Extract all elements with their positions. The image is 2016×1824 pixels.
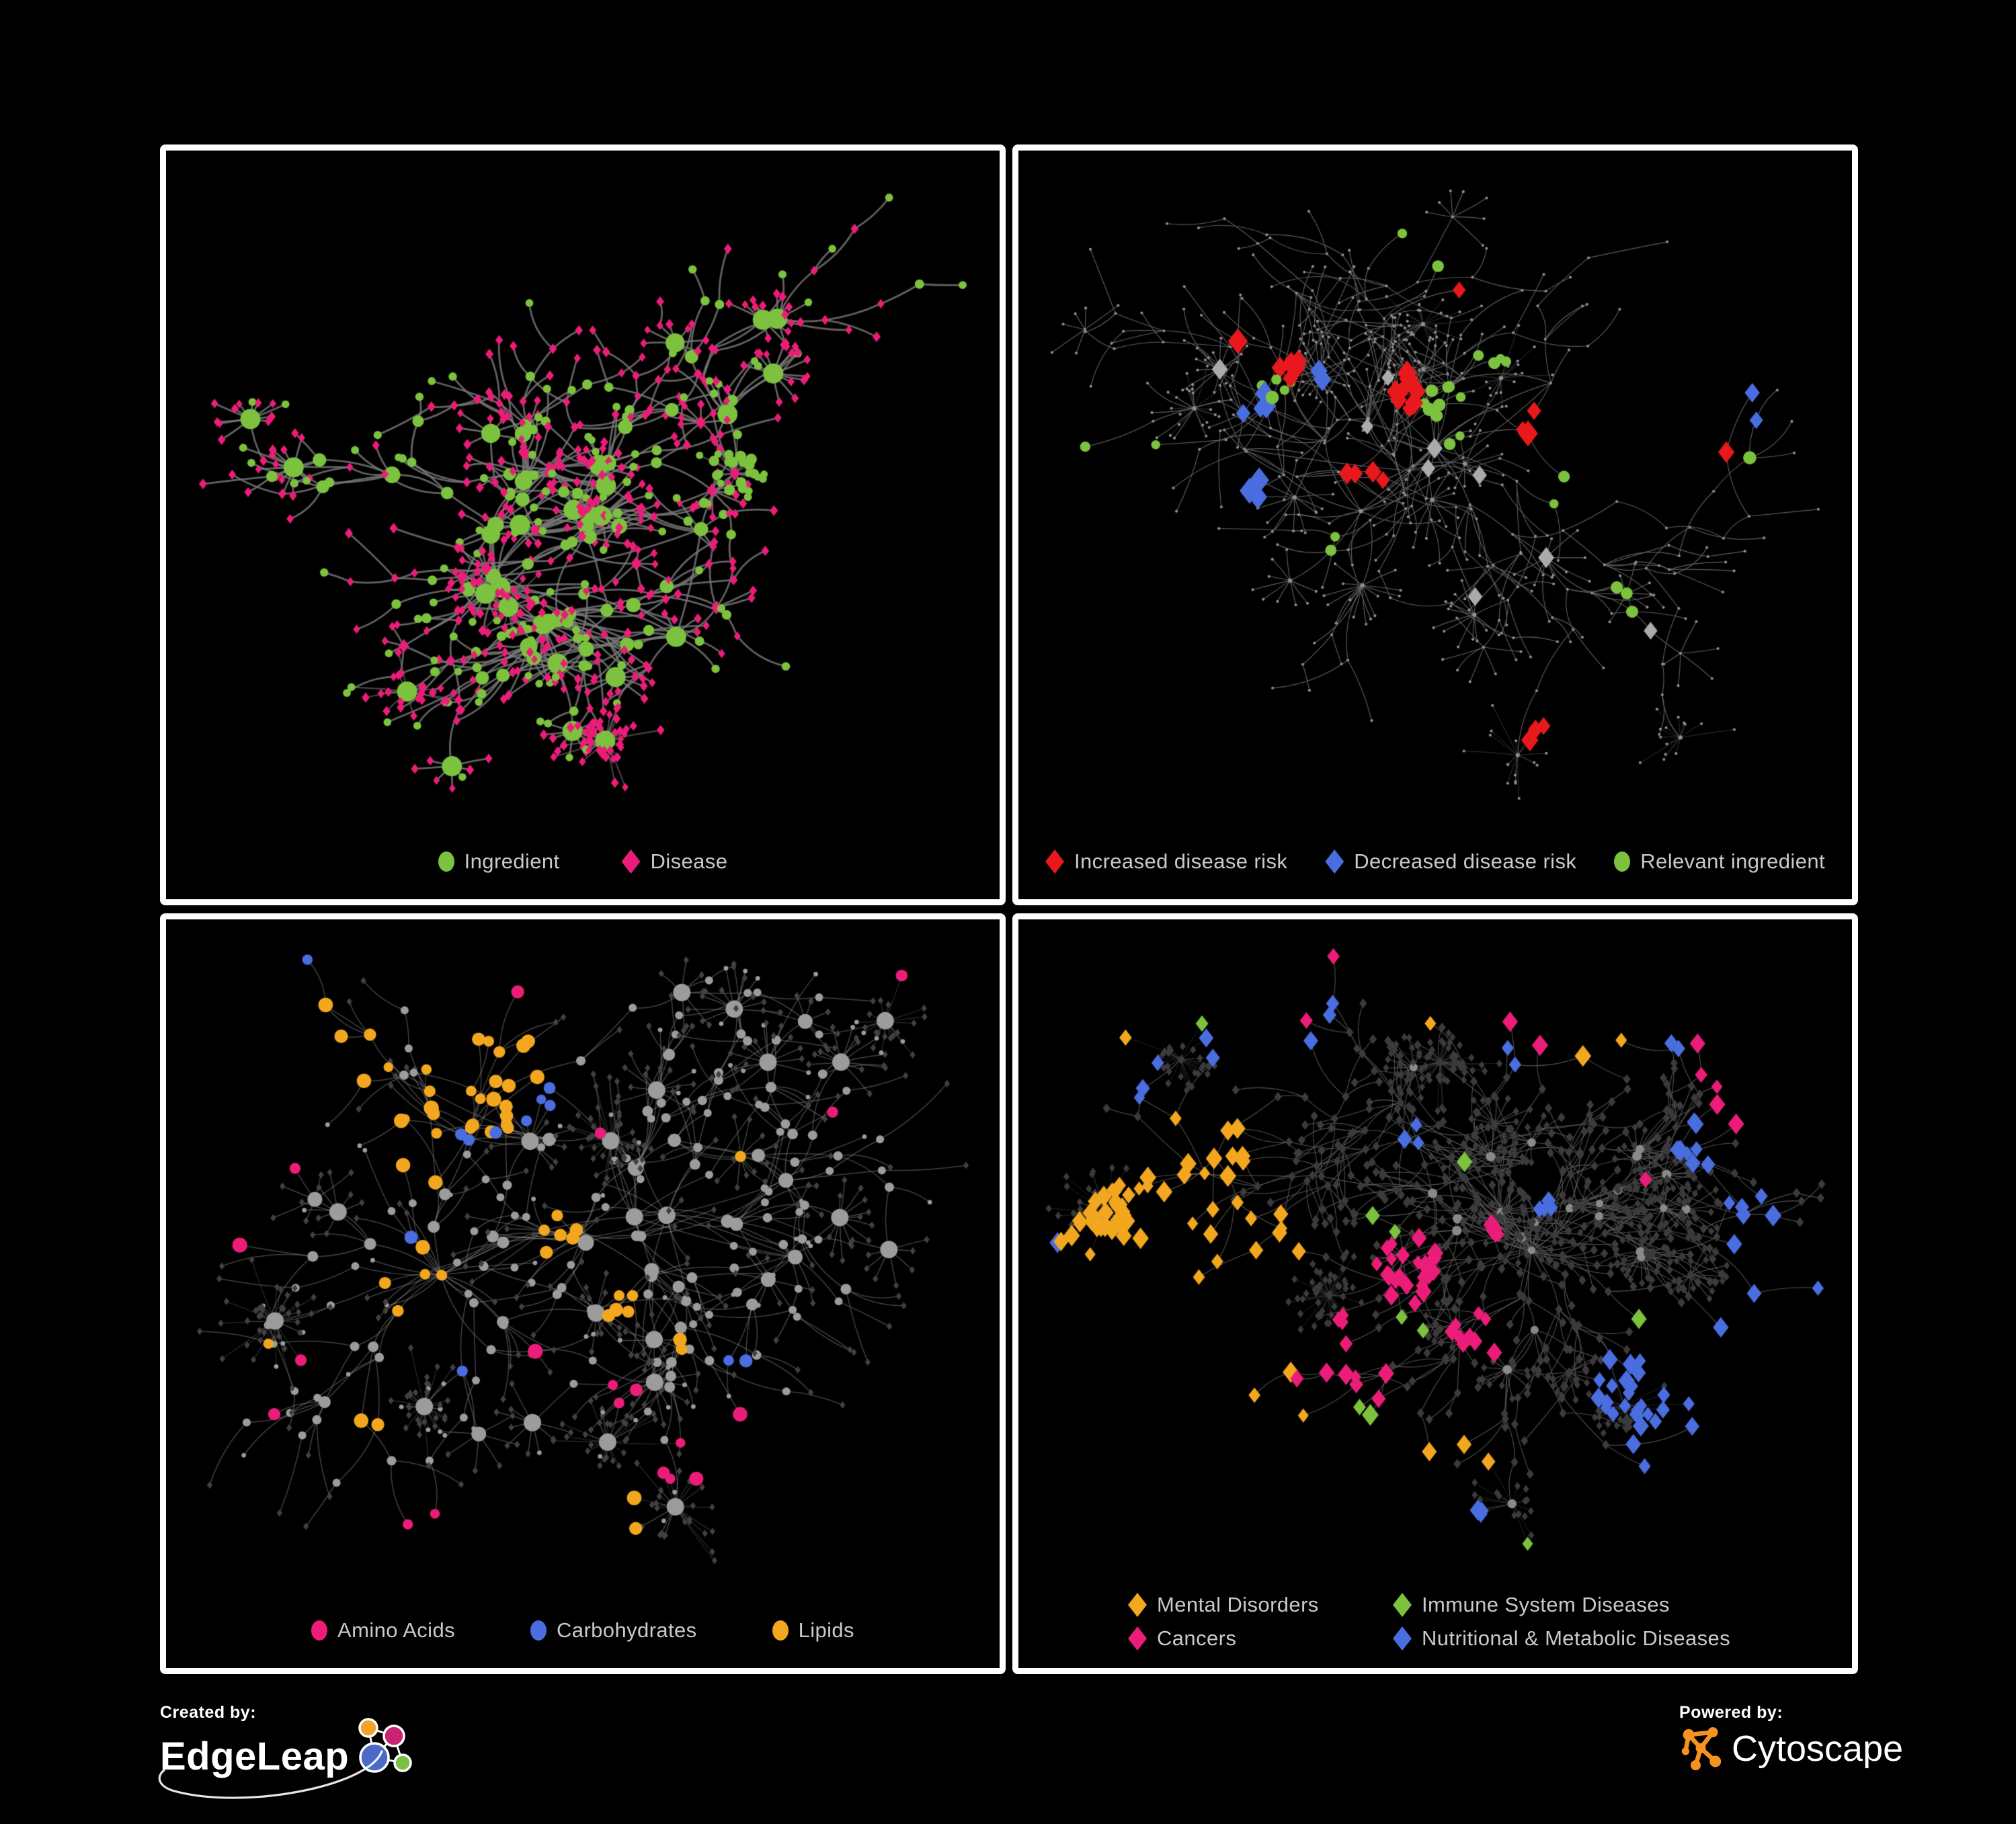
legend-label: Immune System Diseases <box>1422 1593 1670 1616</box>
legend-item-lipids: Lipids <box>772 1618 854 1643</box>
legend-item-immune-system-diseases: Immune System Diseases <box>1393 1593 1742 1617</box>
panel-disease-risk-network: Increased disease risk Decreased disease… <box>1012 144 1858 905</box>
nutritional-metabolic-marker-icon <box>1393 1626 1412 1651</box>
legend-label: Increased disease risk <box>1074 849 1288 873</box>
mental-disorders-marker-icon <box>1128 1593 1147 1617</box>
panel-ingredient-disease-network: Ingredient Disease <box>160 144 1006 905</box>
legend-item-ingredient: Ingredient <box>438 849 560 874</box>
carbohydrates-marker-icon <box>530 1620 547 1641</box>
legend-label: Disease <box>650 849 728 873</box>
legend-label: Decreased disease risk <box>1354 849 1577 873</box>
ingredient-marker-icon <box>438 852 454 872</box>
ingredient-disease-legend: Ingredient Disease <box>166 849 1000 874</box>
decreased-risk-marker-icon <box>1325 849 1344 874</box>
legend-label: Amino Acids <box>337 1618 456 1642</box>
cytoscape-credit: Powered by: Cytoscape <box>1679 1703 1988 1817</box>
amino-acids-marker-icon <box>311 1620 328 1641</box>
created-by-label: Created by: <box>160 1703 257 1722</box>
legend-item-amino-acids: Amino Acids <box>311 1618 455 1643</box>
disease-classes-network-canvas <box>1018 919 1852 1668</box>
edgeleap-wordmark: EdgeLeap <box>160 1735 350 1778</box>
legend-item-relevant-ingredient: Relevant ingredient <box>1614 849 1825 874</box>
legend-label: Ingredient <box>464 849 560 873</box>
relevant-ingredient-marker-icon <box>1614 852 1631 872</box>
legend-item-cancers: Cancers <box>1128 1626 1377 1651</box>
disease-risk-network-canvas <box>1018 151 1852 899</box>
panel-disease-classes-network: Mental Disorders Immune System Diseases … <box>1012 913 1858 1674</box>
cytoscape-logo <box>1681 1727 1722 1771</box>
legend-label: Cancers <box>1157 1626 1237 1650</box>
legend-label: Relevant ingredient <box>1640 849 1825 873</box>
nutrient-classes-network-canvas <box>166 919 1000 1668</box>
legend-item-disease: Disease <box>621 849 728 874</box>
legend-item-carbohydrates: Carbohydrates <box>530 1618 697 1643</box>
cytoscape-wordmark: Cytoscape <box>1732 1729 1904 1769</box>
edgeleap-credit: Created by: EdgeLeap <box>158 1703 469 1817</box>
disease-marker-icon <box>621 849 641 874</box>
legend-item-nutritional-metabolic-diseases: Nutritional & Metabolic Diseases <box>1393 1626 1742 1651</box>
disease-risk-legend: Increased disease risk Decreased disease… <box>1018 849 1852 874</box>
cancers-marker-icon <box>1128 1626 1147 1651</box>
immune-system-diseases-marker-icon <box>1393 1593 1412 1617</box>
legend-item-increased-risk: Increased disease risk <box>1045 849 1287 874</box>
legend-label: Carbohydrates <box>557 1618 697 1642</box>
powered-by-label: Powered by: <box>1679 1703 1783 1722</box>
edgeleap-logo <box>358 1718 412 1773</box>
ingredient-disease-network-canvas <box>166 151 1000 899</box>
legend-label: Mental Disorders <box>1157 1593 1319 1616</box>
disease-classes-legend: Mental Disorders Immune System Diseases … <box>1018 1593 1852 1651</box>
legend-label: Lipids <box>798 1618 854 1642</box>
panel-nutrient-classes-network: Amino Acids Carbohydrates Lipids <box>160 913 1006 1674</box>
legend-item-mental-disorders: Mental Disorders <box>1128 1593 1377 1617</box>
nutrient-classes-legend: Amino Acids Carbohydrates Lipids <box>166 1618 1000 1643</box>
legend-item-decreased-risk: Decreased disease risk <box>1325 849 1576 874</box>
legend-label: Nutritional & Metabolic Diseases <box>1422 1626 1731 1650</box>
lipids-marker-icon <box>772 1620 789 1641</box>
increased-risk-marker-icon <box>1045 849 1065 874</box>
